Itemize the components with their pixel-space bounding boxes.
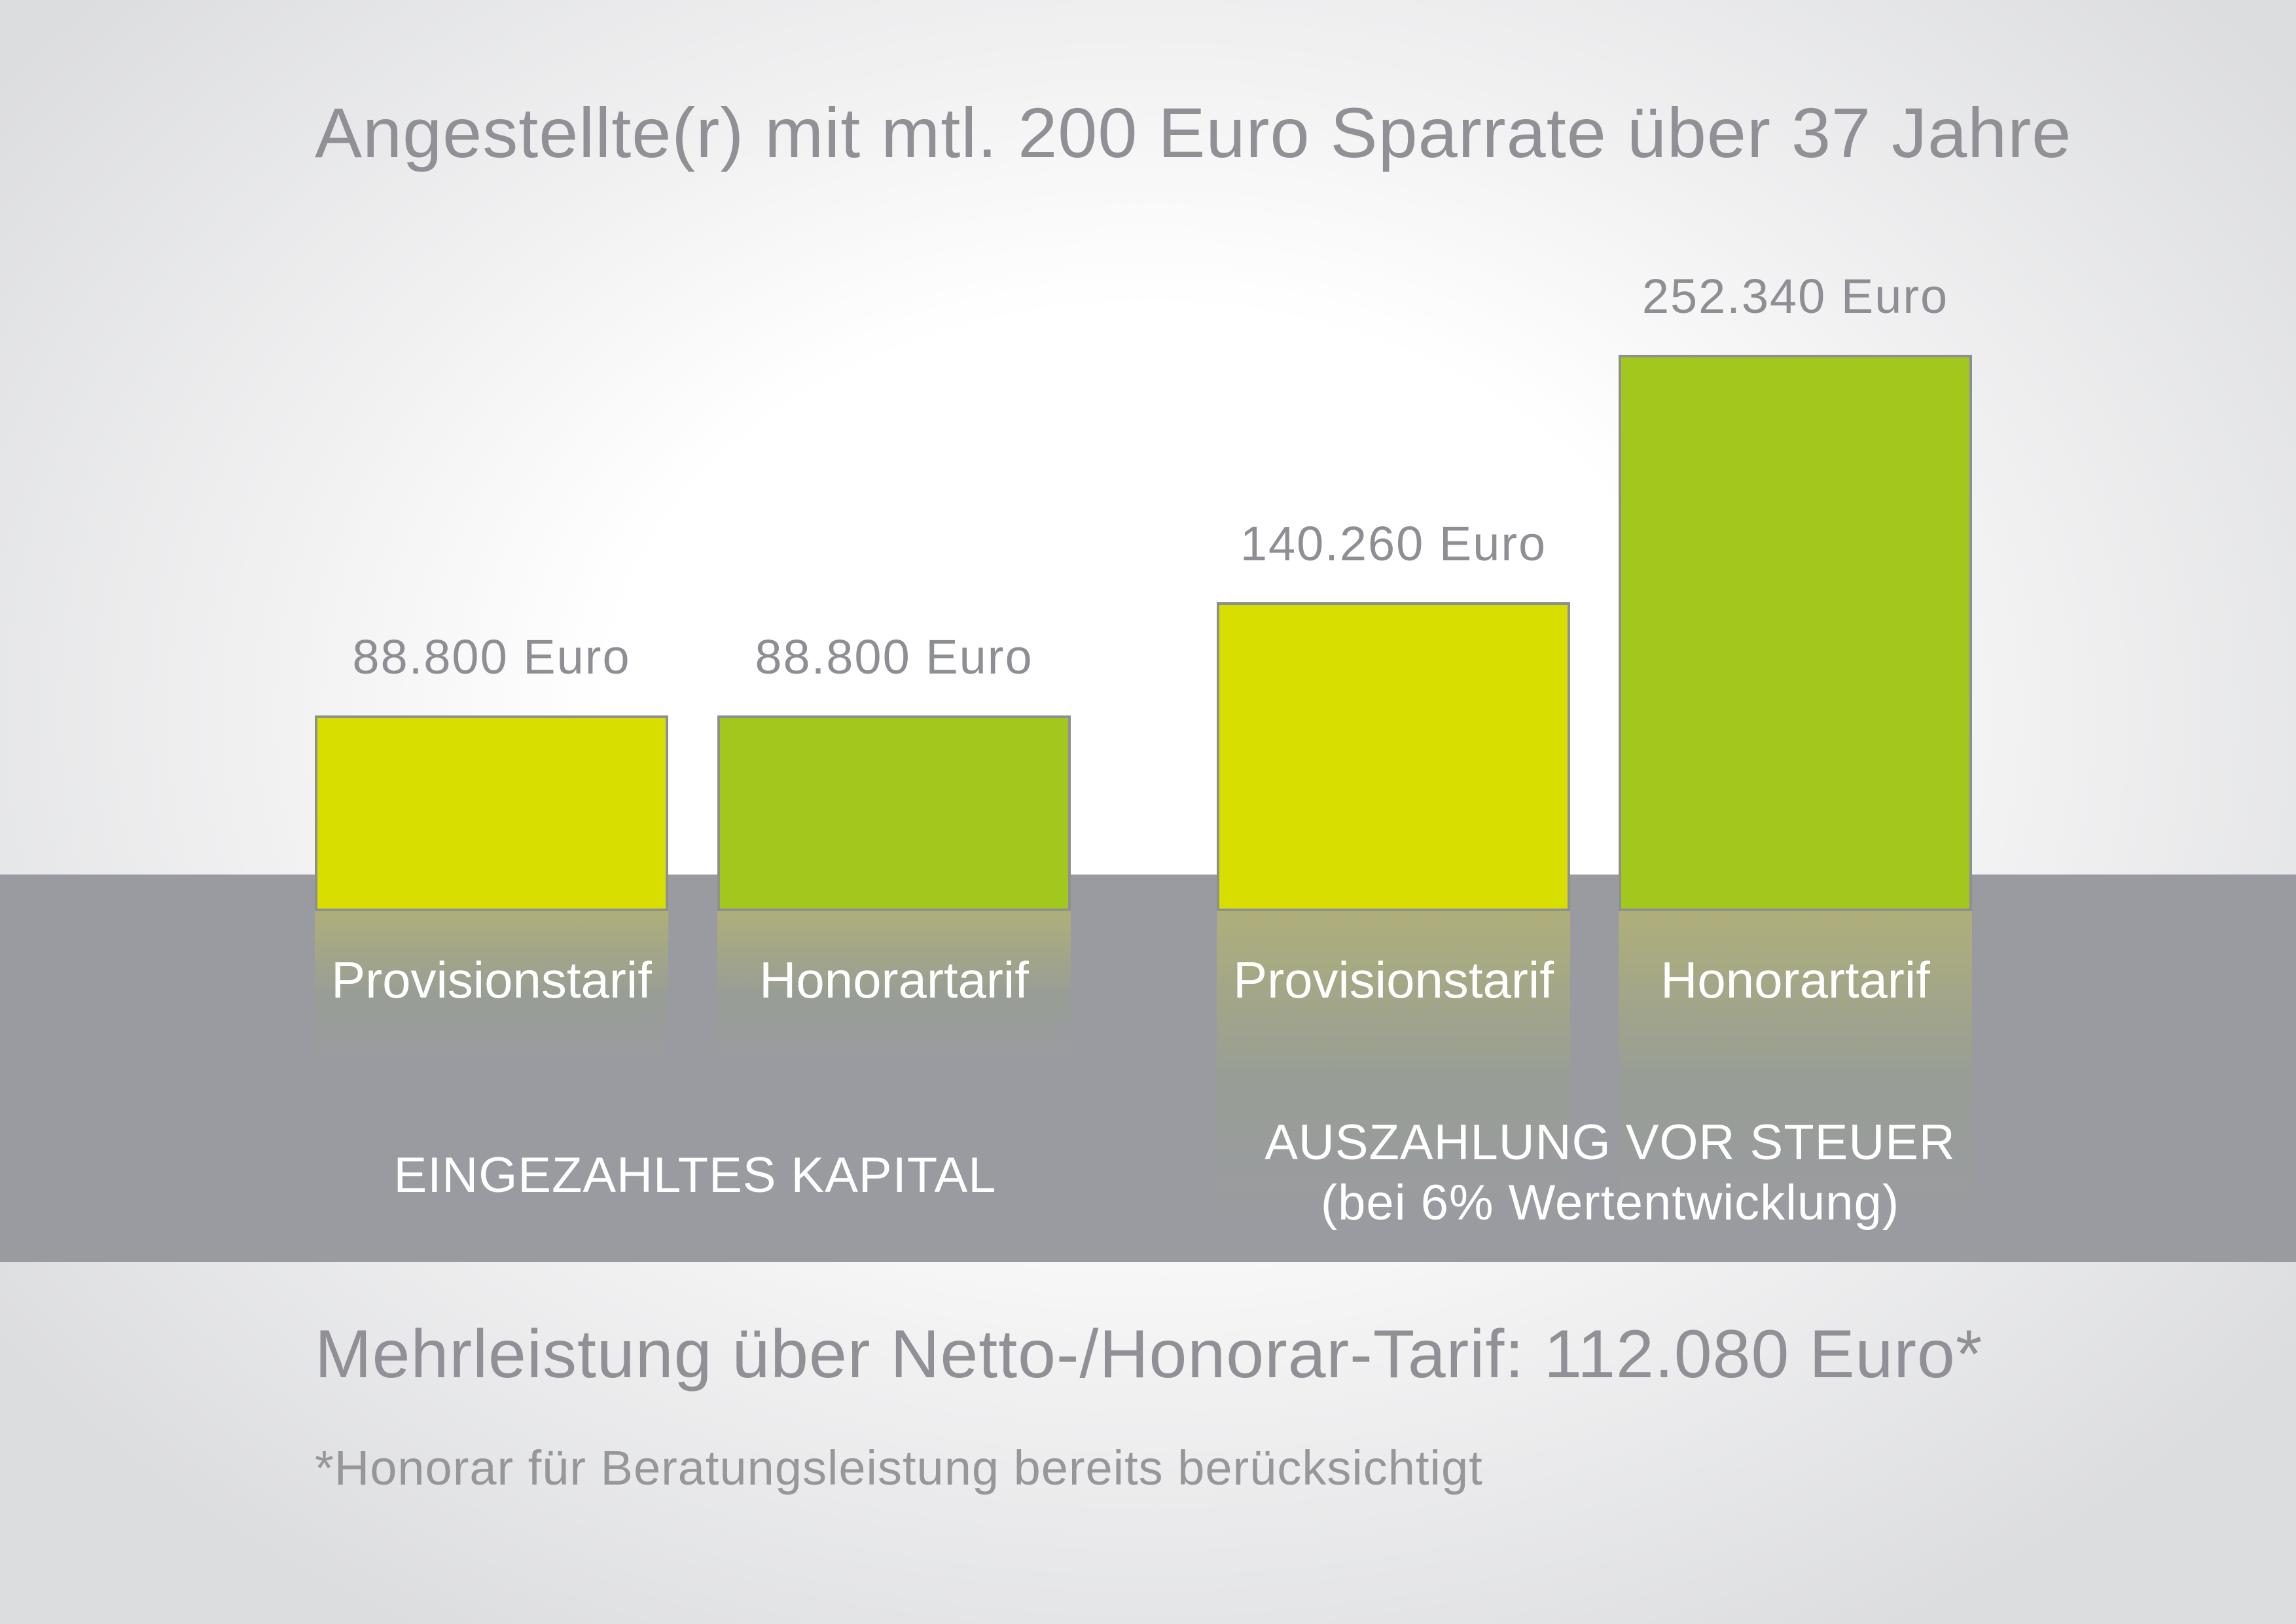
group-label: AUSZAHLUNG VOR STEUER (bei 6% Wertentwick… (1152, 1113, 2068, 1233)
bar-reflection (717, 911, 1071, 1062)
category-label: Honorartarif (1660, 951, 1930, 1009)
bar-1-1 (315, 715, 668, 911)
value-label: 140.260 Euro (1240, 516, 1547, 571)
group-name: EINGEZAHLTES KAPITAL (393, 1147, 997, 1203)
bar-reflection (315, 911, 668, 1062)
bar-2-2 (1619, 355, 1972, 911)
group-name: AUSZAHLUNG VOR STEUER (1265, 1115, 1956, 1170)
value-label: 88.800 Euro (352, 629, 631, 684)
bar-2-1 (1217, 602, 1570, 911)
bar-reflection (1619, 911, 1972, 1212)
group-label: EINGEZAHLTES KAPITAL (237, 1146, 1153, 1206)
value-label: 252.340 Euro (1641, 269, 1949, 323)
chart-title: Angestellte(r) mit mtl. 200 Euro Sparrat… (315, 93, 2072, 172)
footnote-text: *Honorar für Beratungsleistung bereits b… (315, 1441, 1483, 1495)
summary-text: Mehrleistung über Netto-/Honorar-Tarif: … (315, 1316, 1983, 1392)
category-label: Provisionstarif (331, 951, 652, 1009)
category-label: Honorartarif (759, 951, 1029, 1009)
category-label: Provisionstarif (1233, 951, 1554, 1009)
group-subtitle: (bei 6% Wertentwicklung) (1320, 1175, 1900, 1231)
bar-reflection (1217, 911, 1570, 1212)
bar-1-2 (717, 715, 1071, 911)
value-label: 88.800 Euro (755, 629, 1033, 684)
